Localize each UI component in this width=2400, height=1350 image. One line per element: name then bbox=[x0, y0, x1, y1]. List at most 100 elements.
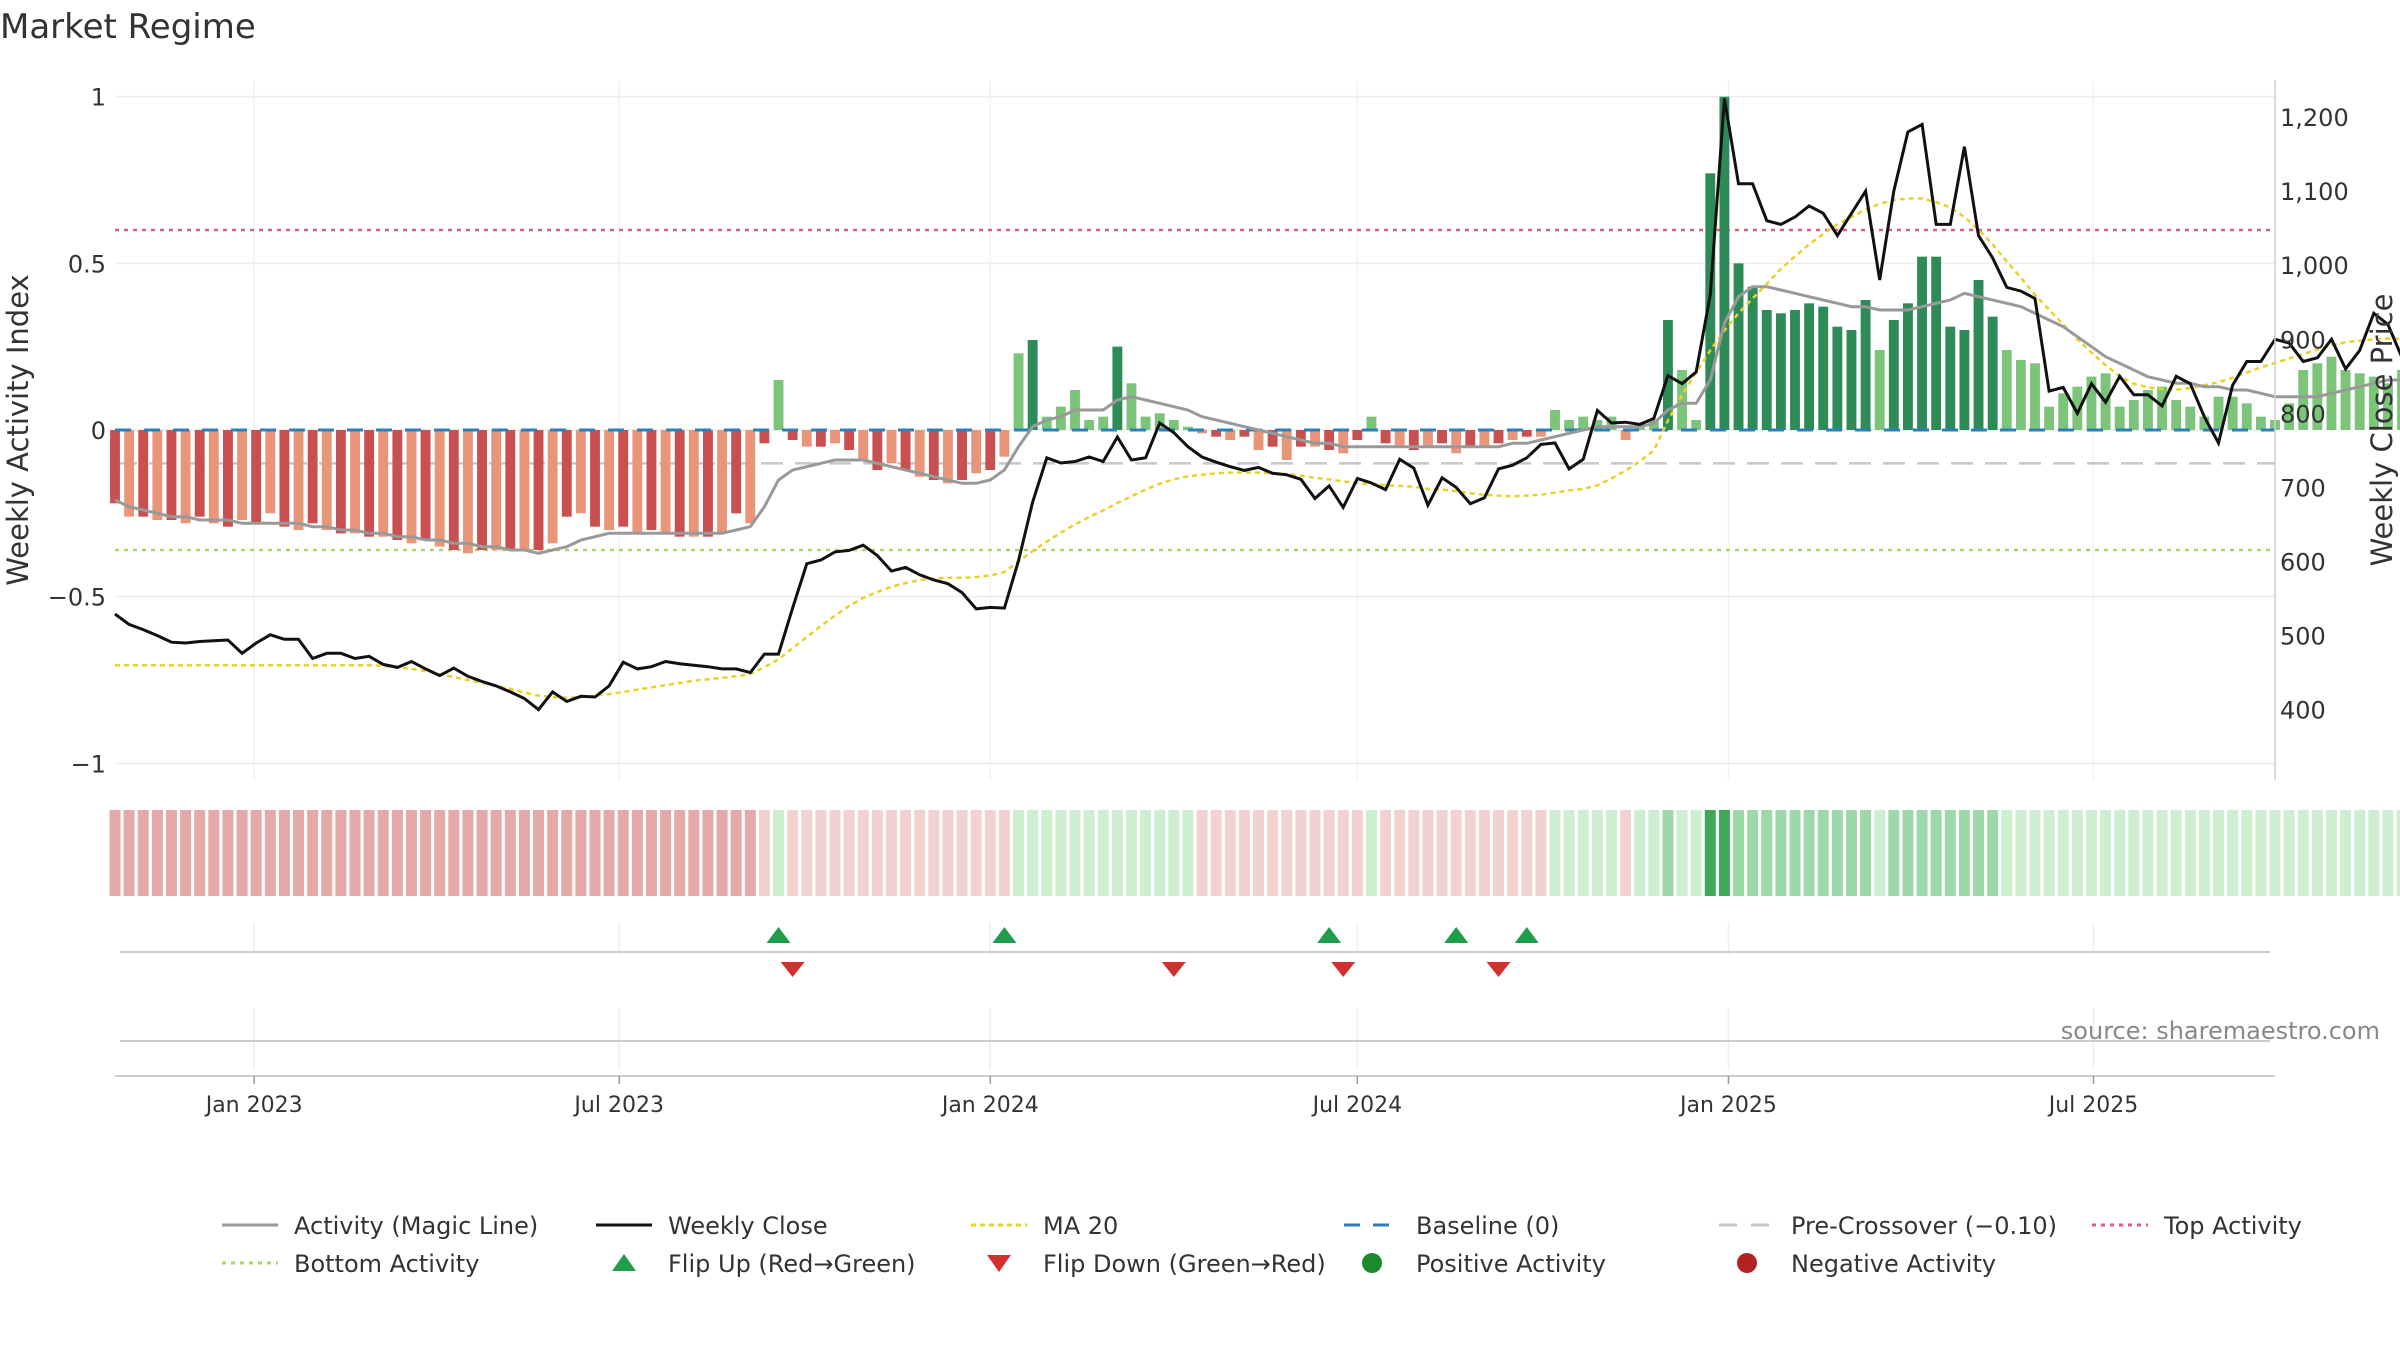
activity-bar bbox=[406, 430, 417, 544]
regime-strip-cell bbox=[1676, 810, 1688, 896]
x-tick-label: Jan 2024 bbox=[940, 1093, 1039, 1118]
regime-strip-cell bbox=[660, 810, 672, 896]
activity-bar bbox=[547, 430, 558, 544]
regime-strip-cell bbox=[1478, 810, 1490, 896]
activity-bar bbox=[1620, 430, 1631, 440]
legend-item-baseline: Baseline (0) bbox=[1344, 1212, 1559, 1240]
regime-strip-cell bbox=[603, 810, 615, 896]
legend-label: Flip Down (Green→Red) bbox=[1043, 1250, 1326, 1278]
activity-bar bbox=[660, 430, 671, 534]
flip-up-marker bbox=[766, 927, 791, 943]
regime-strip-cell bbox=[843, 810, 855, 896]
activity-bar bbox=[2241, 403, 2252, 430]
activity-bar bbox=[914, 430, 925, 477]
regime-strip-cell bbox=[730, 810, 742, 896]
regime-strip-cell bbox=[2283, 810, 2295, 896]
regime-strip-cell bbox=[1309, 810, 1321, 896]
activity-bar bbox=[166, 430, 177, 520]
regime-strip-cell bbox=[900, 810, 912, 896]
activity-bar bbox=[943, 430, 953, 484]
activity-bar bbox=[632, 430, 643, 534]
legend-label: Positive Activity bbox=[1416, 1250, 1606, 1278]
regime-strip-cell bbox=[674, 810, 686, 896]
activity-bar bbox=[1013, 353, 1024, 430]
activity-bar bbox=[1719, 96, 1730, 431]
regime-strip-cell bbox=[631, 810, 643, 896]
regime-strip-cell bbox=[1083, 810, 1095, 896]
regime-strip-cell bbox=[2057, 810, 2069, 896]
activity-bar bbox=[2284, 403, 2295, 430]
regime-strip-cell bbox=[1351, 810, 1363, 896]
activity-bar bbox=[688, 430, 699, 537]
activity-bar bbox=[2015, 360, 2026, 430]
activity-bar bbox=[2128, 400, 2139, 430]
activity-bar bbox=[1098, 416, 1109, 430]
activity-bar bbox=[1564, 420, 1575, 430]
regime-strip-cell bbox=[815, 810, 827, 896]
regime-strip-cell bbox=[293, 810, 305, 896]
activity-bar bbox=[745, 430, 756, 524]
y-right-tick-label: 600 bbox=[2280, 548, 2326, 576]
legend-item-ma20: MA 20 bbox=[971, 1212, 1118, 1240]
activity-bar bbox=[1592, 420, 1603, 430]
activity-bar bbox=[2143, 390, 2153, 430]
regime-strip-cell bbox=[1761, 810, 1773, 896]
activity-bar bbox=[830, 430, 840, 444]
regime-strip-cell bbox=[2043, 810, 2055, 896]
regime-strip-cell bbox=[363, 810, 375, 896]
x-axis: Jan 2023 Jul 2023 Jan 2024 Jul 2024 Jan 2025… bbox=[115, 1075, 2275, 1118]
activity-bar bbox=[1394, 430, 1405, 447]
activity-bar bbox=[208, 430, 219, 524]
regime-strip-cell bbox=[504, 810, 516, 896]
activity-bar bbox=[378, 430, 389, 537]
regime-strip-cell bbox=[1958, 810, 1970, 896]
regime-strip-cell bbox=[758, 810, 770, 896]
regime-strip-cell bbox=[208, 810, 220, 896]
regime-strip-cell bbox=[1097, 810, 1109, 896]
regime-strip-cell bbox=[2368, 810, 2380, 896]
legend-label: Negative Activity bbox=[1791, 1250, 1996, 1278]
activity-bar bbox=[1437, 430, 1447, 444]
regime-strip-cell bbox=[801, 810, 813, 896]
regime-strip-cell bbox=[1281, 810, 1293, 896]
left-y-axis: 1 0.5 0 −0.5 −1 bbox=[48, 84, 106, 779]
regime-strip-cell bbox=[307, 810, 319, 896]
regime-strip-cell bbox=[1125, 810, 1137, 896]
activity-bar bbox=[2213, 396, 2224, 430]
regime-strip-cell bbox=[547, 810, 559, 896]
activity-bar bbox=[759, 430, 770, 444]
regime-strip-cell bbox=[391, 810, 403, 896]
regime-strip-cell bbox=[1789, 810, 1801, 896]
regime-strip-cell bbox=[264, 810, 276, 896]
activity-bar bbox=[1550, 410, 1560, 430]
regime-strip-cell bbox=[2015, 810, 2027, 896]
y-left-axis-label: Weekly Activity Index bbox=[1, 274, 35, 585]
activity-bar bbox=[519, 430, 530, 550]
regime-strip-cell bbox=[2241, 810, 2253, 896]
regime-strip-cell bbox=[1154, 810, 1166, 896]
regime-strip-cell bbox=[1591, 810, 1603, 896]
regime-strip-cell bbox=[2071, 810, 2083, 896]
flip-down-marker bbox=[1331, 962, 1356, 977]
activity-bar bbox=[1352, 430, 1363, 440]
activity-bar bbox=[1408, 430, 1419, 450]
activity-bar bbox=[2072, 386, 2083, 430]
flip-down-marker bbox=[1486, 962, 1511, 977]
activity-bar bbox=[1959, 330, 1970, 430]
activity-bar bbox=[2086, 376, 2097, 430]
activity-bar bbox=[124, 430, 135, 517]
activity-bar bbox=[1253, 430, 1264, 450]
flip-up-marker bbox=[992, 927, 1017, 943]
regime-strip-cell bbox=[1563, 810, 1575, 896]
activity-bar bbox=[491, 430, 502, 550]
activity-bar bbox=[1027, 340, 1038, 430]
regime-strip-cell bbox=[2198, 810, 2210, 896]
legend-swatch bbox=[1362, 1253, 1382, 1273]
regime-strip-cell bbox=[1295, 810, 1307, 896]
legend-item-flipup: Flip Up (Red→Green) bbox=[612, 1250, 916, 1278]
regime-strip-cell bbox=[1634, 810, 1646, 896]
x-tick-label: Jan 2023 bbox=[204, 1093, 303, 1118]
activity-bar bbox=[533, 430, 544, 550]
regime-strip-cell bbox=[2297, 810, 2309, 896]
regime-strip-cell bbox=[984, 810, 996, 896]
